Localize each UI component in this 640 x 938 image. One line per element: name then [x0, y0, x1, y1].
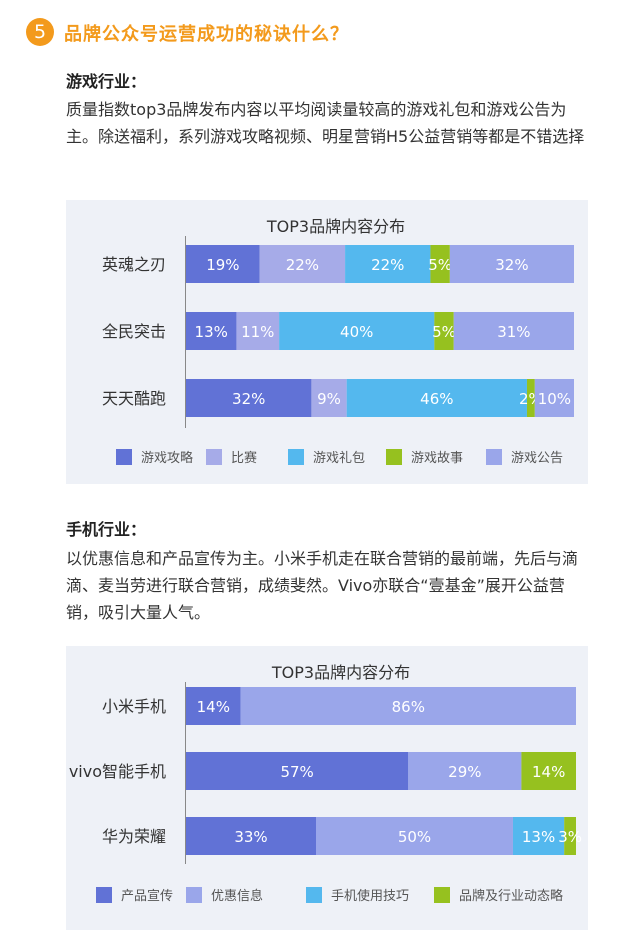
- chart-title: TOP3品牌内容分布: [266, 217, 405, 236]
- legend-swatch: [96, 887, 112, 903]
- legend-swatch: [434, 887, 450, 903]
- bar-segment: [521, 752, 576, 790]
- gaming-description: 质量指数top3品牌发布内容以平均阅读量较高的游戏礼包和游戏公告为主。除送福利，…: [66, 100, 585, 146]
- bar-segment: [186, 752, 409, 790]
- legend-swatch: [206, 449, 222, 465]
- section-header: 5 品牌公众号运营成功的秘诀什么？: [26, 18, 616, 50]
- data-label: 14%: [532, 763, 565, 781]
- legend-swatch: [186, 887, 202, 903]
- mobile-heading: 手机行业：: [66, 520, 147, 539]
- chart-title: TOP3品牌内容分布: [271, 663, 410, 682]
- bar-segment: [186, 817, 316, 855]
- bar-segment: [236, 312, 280, 350]
- mobile-chart-panel: TOP3品牌内容分布小米手机 14% 86% vivo智能手机 57% 29% 14% 华为荣…: [66, 646, 588, 930]
- legend-label: 品牌及行业动态略: [459, 888, 563, 904]
- category-label: vivo智能手机: [69, 762, 166, 781]
- bar-segment: [316, 817, 513, 855]
- legend-label: 游戏礼包: [313, 450, 365, 466]
- data-label: 13%: [522, 828, 555, 846]
- data-label: 32%: [495, 256, 528, 274]
- data-label: 10%: [538, 390, 571, 408]
- category-label: 小米手机: [102, 697, 166, 716]
- bar-segment: [345, 245, 431, 283]
- bar-segment: [453, 312, 574, 350]
- legend-label: 游戏公告: [511, 451, 563, 466]
- data-label: 11%: [241, 323, 274, 341]
- bar-segment: [564, 817, 576, 855]
- gaming-chart-panel: TOP3品牌内容分布英魂之刃 19% 22% 22% 5% 32% 全民突击 13% 11% 40…: [66, 200, 588, 484]
- bar-segment: [408, 752, 522, 790]
- bar-segment: [430, 245, 450, 283]
- legend-label: 产品宣传: [121, 888, 173, 904]
- legend-label: 优惠信息: [211, 888, 263, 904]
- data-label: 31%: [497, 323, 530, 341]
- bar-segment: [186, 379, 312, 417]
- mobile-description: 以优惠信息和产品宣传为主。小米手机走在联合营销的最前端，先后与滴滴、麦当劳进行联…: [66, 549, 579, 622]
- data-label: 46%: [420, 390, 453, 408]
- category-label: 华为荣耀: [102, 827, 166, 846]
- bar-segment: [186, 245, 260, 283]
- data-label: 32%: [232, 390, 265, 408]
- data-label: 14%: [197, 698, 230, 716]
- data-label: 57%: [280, 763, 313, 781]
- data-label: 13%: [195, 323, 228, 341]
- data-label: 5%: [428, 256, 452, 274]
- legend-swatch: [288, 449, 304, 465]
- category-label: 全民突击: [102, 322, 166, 341]
- data-label: 5%: [432, 323, 456, 341]
- data-label: 50%: [398, 828, 431, 846]
- bar-segment: [311, 379, 347, 417]
- bar-segment: [534, 379, 574, 417]
- bar-segment: [434, 312, 454, 350]
- legend-swatch: [386, 449, 402, 465]
- gaming-heading: 游戏行业：: [66, 72, 147, 91]
- bar-segment: [512, 817, 565, 855]
- bar-segment: [186, 312, 237, 350]
- data-label: 19%: [206, 256, 239, 274]
- legend-swatch: [486, 449, 502, 465]
- legend-label: 游戏故事: [411, 451, 463, 466]
- legend-label: 比赛: [231, 450, 257, 466]
- data-label: 22%: [371, 256, 404, 274]
- category-label: 英魂之刃: [102, 255, 166, 274]
- bar-segment: [346, 379, 527, 417]
- bar-segment: [259, 245, 346, 283]
- bar-segment: [186, 687, 241, 725]
- data-label: 9%: [317, 390, 341, 408]
- data-label: 86%: [392, 698, 425, 716]
- section-title: 品牌公众号运营成功的秘诀什么？: [64, 24, 349, 45]
- bar-segment: [449, 245, 574, 283]
- data-label: 29%: [448, 763, 481, 781]
- data-label: 22%: [286, 256, 319, 274]
- bar-segment: [240, 687, 576, 725]
- legend-swatch: [116, 449, 132, 465]
- data-label: 3%: [558, 828, 582, 846]
- bar-segment: [526, 379, 535, 417]
- bar-segment: [279, 312, 435, 350]
- section-number-badge: 5: [26, 18, 54, 46]
- legend-label: 游戏攻略: [141, 450, 193, 466]
- legend-swatch: [306, 887, 322, 903]
- data-label: 40%: [340, 323, 373, 341]
- data-label: 33%: [234, 828, 267, 846]
- category-label: 天天酷跑: [102, 389, 166, 408]
- legend-label: 手机使用技巧: [331, 888, 409, 904]
